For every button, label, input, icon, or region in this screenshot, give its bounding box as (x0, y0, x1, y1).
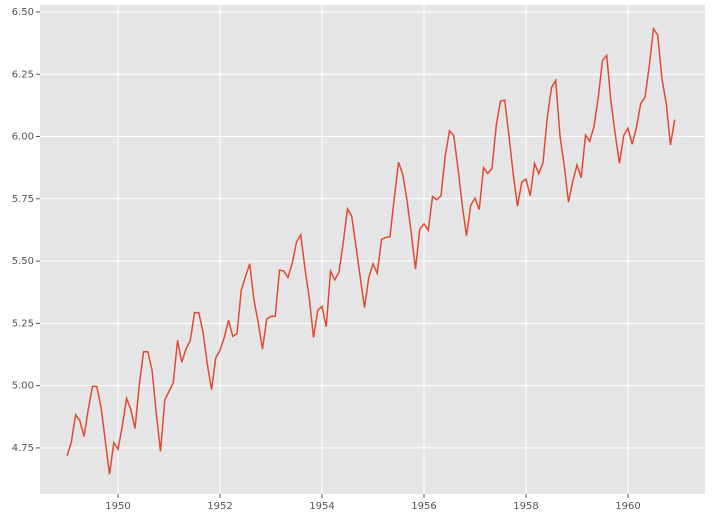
y-tick-label: 5.25 (12, 318, 34, 329)
x-tick-label: 1950 (105, 501, 130, 512)
plot-area (40, 5, 705, 494)
y-tick-label: 5.00 (12, 381, 34, 392)
y-tick-label: 6.00 (12, 132, 34, 143)
y-tick-label: 4.75 (12, 443, 34, 454)
x-tick-label: 1956 (411, 501, 436, 512)
y-tick-label: 5.75 (12, 194, 34, 205)
series-line (66, 26, 676, 475)
y-tick-label: 6.25 (12, 69, 34, 80)
x-tick-label: 1954 (309, 501, 334, 512)
x-tick-label: 1960 (615, 501, 640, 512)
x-tick-label: 1958 (513, 501, 538, 512)
y-tick-label: 5.50 (12, 256, 34, 267)
y-tick-label: 6.50 (12, 7, 34, 18)
x-tick-label: 1952 (207, 501, 232, 512)
